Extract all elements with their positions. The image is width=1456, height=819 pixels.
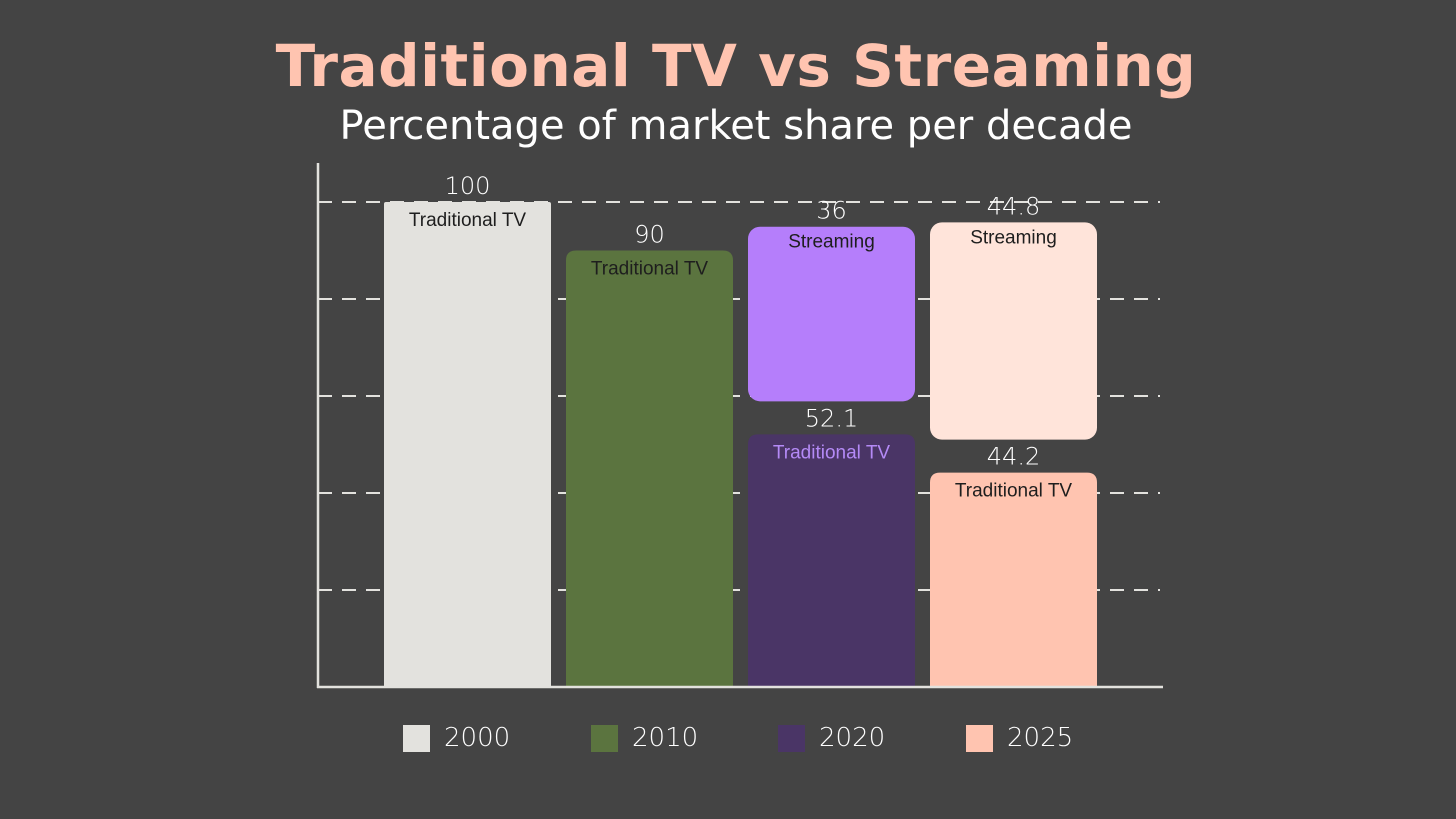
bar-label-streaming-2020: Streaming <box>788 232 875 253</box>
chart-title: Traditional TV vs Streaming <box>275 32 1197 100</box>
bar-label-traditional-2025: Traditional TV <box>955 481 1073 502</box>
bar-label-traditional-2010: Traditional TV <box>591 259 709 280</box>
legend-label: 2025 <box>1007 723 1074 753</box>
bar-traditional-2000 <box>384 202 551 687</box>
bar-label-traditional-2000: Traditional TV <box>409 210 527 231</box>
legend-swatch <box>966 724 993 752</box>
legend: 2000 2010 2020 2025 <box>0 723 1456 753</box>
legend-swatch <box>778 724 805 752</box>
value-label-streaming-2020: 36 <box>816 197 847 225</box>
bar-label-traditional-2020: Traditional TV <box>773 442 891 463</box>
value-label-traditional-2010: 90 <box>634 221 665 249</box>
bars <box>384 202 1097 687</box>
bar-traditional-2020 <box>748 434 915 687</box>
legend-label: 2000 <box>444 723 511 753</box>
bar-traditional-2025 <box>930 472 1097 687</box>
chart-subtitle: Percentage of market share per decade <box>339 103 1133 149</box>
legend-label: 2010 <box>632 723 699 753</box>
legend-item-2020: 2020 <box>778 723 885 753</box>
legend-swatch <box>591 724 618 752</box>
legend-swatch <box>403 724 430 752</box>
value-label-traditional-2020: 52.1 <box>805 404 858 432</box>
value-label-streaming-2025: 44.8 <box>987 192 1040 220</box>
bar-label-streaming-2025: Streaming <box>970 227 1057 248</box>
legend-label: 2020 <box>819 723 886 753</box>
bar-streaming-2020 <box>748 226 915 402</box>
bar-labels: Traditional TV 100 Traditional TV 90 Traditi… <box>409 172 1073 502</box>
bar-streaming-2025 <box>930 222 1097 440</box>
bar-traditional-2010 <box>566 250 733 687</box>
legend-item-2000: 2000 <box>403 723 510 753</box>
value-label-traditional-2000: 100 <box>445 172 491 200</box>
legend-item-2025: 2025 <box>966 723 1073 753</box>
legend-item-2010: 2010 <box>591 723 698 753</box>
value-label-traditional-2025: 44.2 <box>987 443 1040 471</box>
